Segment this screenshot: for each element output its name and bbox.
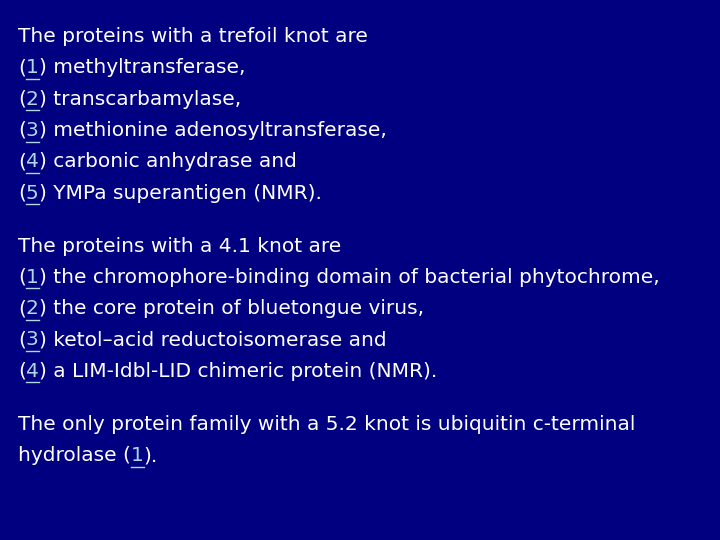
Text: (: (	[18, 121, 26, 140]
Text: ).: ).	[144, 446, 158, 465]
Text: 5: 5	[26, 184, 39, 202]
Text: (: (	[18, 184, 26, 202]
Text: 1: 1	[26, 58, 39, 77]
Text: ) ketol–acid reductoisomerase and: ) ketol–acid reductoisomerase and	[39, 330, 386, 349]
Text: (: (	[18, 299, 26, 318]
Text: 4: 4	[26, 362, 39, 381]
Text: 3: 3	[26, 330, 39, 349]
Text: ) transcarbamylase,: ) transcarbamylase,	[39, 90, 241, 109]
Text: 1: 1	[26, 268, 39, 287]
Text: (: (	[18, 268, 26, 287]
Text: (: (	[18, 90, 26, 109]
Text: (: (	[18, 330, 26, 349]
Text: ) carbonic anhydrase and: ) carbonic anhydrase and	[39, 152, 297, 171]
Text: 2: 2	[26, 90, 39, 109]
Text: (: (	[18, 58, 26, 77]
Text: 3: 3	[26, 121, 39, 140]
Text: The proteins with a trefoil knot are: The proteins with a trefoil knot are	[18, 27, 368, 46]
Text: ) methionine adenosyltransferase,: ) methionine adenosyltransferase,	[39, 121, 387, 140]
Text: hydrolase (: hydrolase (	[18, 446, 131, 465]
Text: ) methyltransferase,: ) methyltransferase,	[39, 58, 246, 77]
Text: 4: 4	[26, 152, 39, 171]
Text: The only protein family with a 5.2 knot is ubiquitin c-terminal: The only protein family with a 5.2 knot …	[18, 415, 635, 434]
Text: ) the chromophore-binding domain of bacterial phytochrome,: ) the chromophore-binding domain of bact…	[39, 268, 660, 287]
Text: 1: 1	[131, 446, 144, 465]
Text: ) a LIM-Idbl-LID chimeric protein (NMR).: ) a LIM-Idbl-LID chimeric protein (NMR).	[39, 362, 437, 381]
Text: ) the core protein of bluetongue virus,: ) the core protein of bluetongue virus,	[39, 299, 424, 318]
Text: ) YMPa superantigen (NMR).: ) YMPa superantigen (NMR).	[39, 184, 322, 202]
Text: (: (	[18, 362, 26, 381]
Text: 2: 2	[26, 299, 39, 318]
Text: The proteins with a 4.1 knot are: The proteins with a 4.1 knot are	[18, 237, 341, 255]
Text: (: (	[18, 152, 26, 171]
